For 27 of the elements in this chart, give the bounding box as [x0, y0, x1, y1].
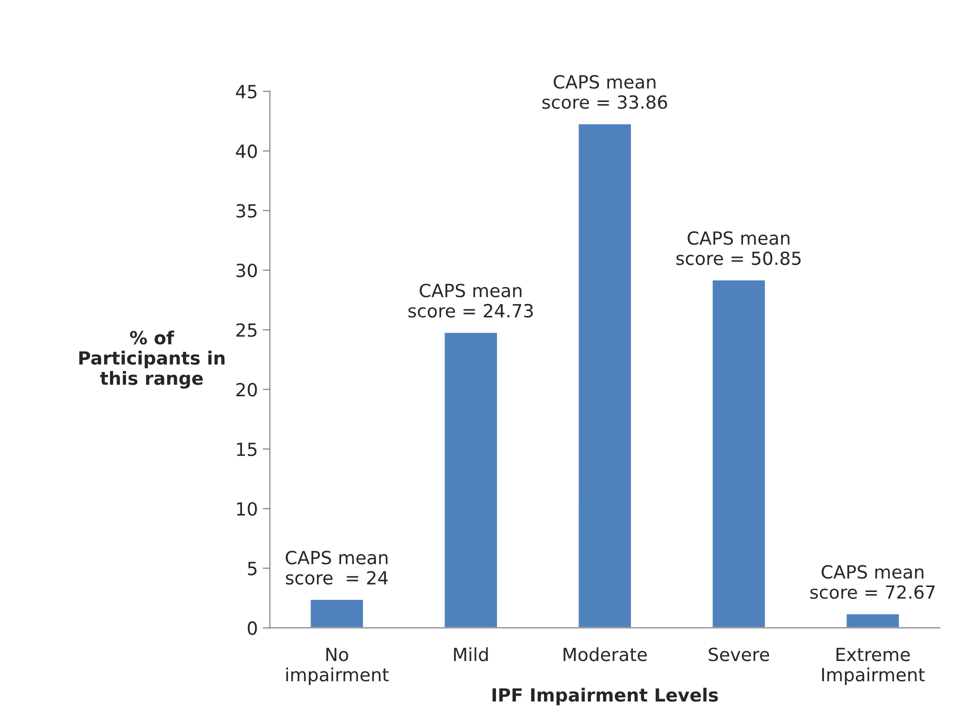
bar — [577, 122, 632, 628]
x-tick-label: Extreme Impairment — [822, 648, 925, 685]
x-tick-label: Moderate — [564, 647, 647, 662]
x-axis-title: IPF Impairment Levels — [492, 688, 718, 706]
annotation: CAPS mean score = 50.85 — [676, 231, 801, 266]
y-tick-label: 25 — [236, 323, 256, 337]
annotation: CAPS mean score = 33.86 — [542, 75, 668, 109]
bar — [845, 612, 900, 628]
x-tick-label: Severe — [708, 648, 770, 662]
bar — [711, 279, 766, 628]
annotation: CAPS mean score = 24.73 — [408, 284, 533, 318]
bar — [443, 331, 498, 628]
x-tick-label: No impairment — [286, 648, 389, 685]
y-tick-label: 40 — [236, 144, 257, 158]
y-tick-label: 0 — [248, 621, 257, 635]
y-tick-label: 10 — [237, 502, 257, 516]
x-tick-label: Mild — [454, 647, 488, 662]
y-tick-label: 20 — [236, 382, 257, 397]
annotation: CAPS mean score = 24 — [286, 550, 388, 585]
y-tick-label: 5 — [248, 562, 256, 576]
bar — [309, 598, 364, 628]
annotation: CAPS mean score = 72.67 — [810, 565, 935, 599]
y-tick-label: 45 — [236, 85, 256, 98]
y-axis-title: % of Participants in this range — [79, 330, 224, 389]
y-tick-label: 15 — [237, 442, 256, 456]
y-tick-label: 35 — [236, 204, 256, 218]
y-tick-label: 30 — [236, 264, 257, 278]
